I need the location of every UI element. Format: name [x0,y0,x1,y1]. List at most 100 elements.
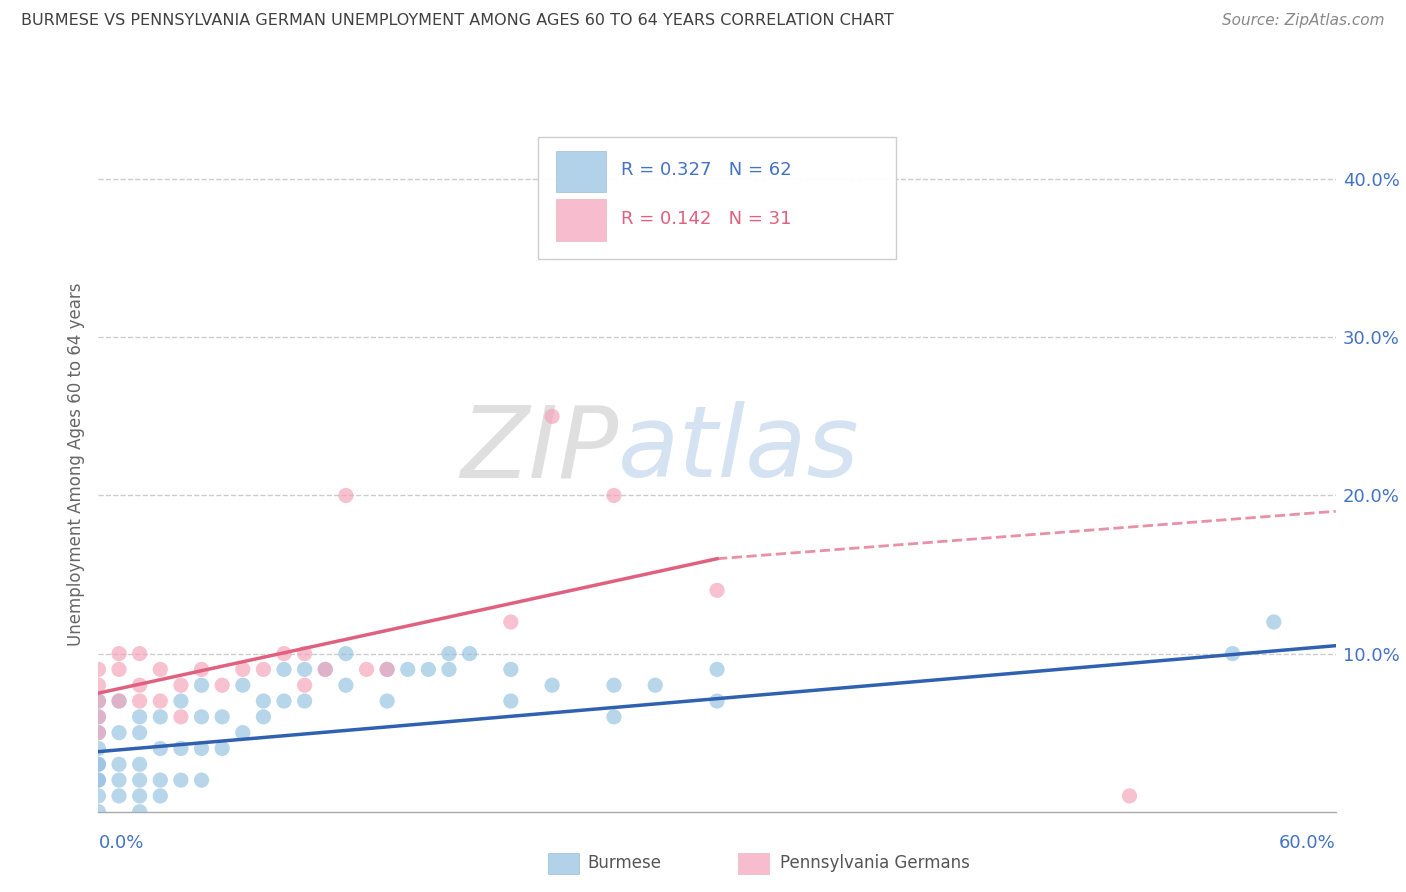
Point [706,583,728,598]
Point [356,662,378,676]
Point [335,647,357,661]
Point [170,710,193,724]
Text: BURMESE VS PENNSYLVANIA GERMAN UNEMPLOYMENT AMONG AGES 60 TO 64 YEARS CORRELATIO: BURMESE VS PENNSYLVANIA GERMAN UNEMPLOYM… [21,13,894,29]
Point [87,725,110,739]
Point [128,773,150,788]
Point [149,741,172,756]
Point [232,662,254,676]
Point [87,710,110,724]
Point [211,710,233,724]
Point [190,773,212,788]
Point [190,678,212,692]
Point [108,694,131,708]
Point [87,662,110,676]
Point [87,678,110,692]
Point [1222,647,1244,661]
Point [418,662,440,676]
Point [87,757,110,772]
Point [128,647,150,661]
Point [335,678,357,692]
Point [252,694,274,708]
Point [128,710,150,724]
Point [128,757,150,772]
Point [294,647,316,661]
Y-axis label: Unemployment Among Ages 60 to 64 years: Unemployment Among Ages 60 to 64 years [66,282,84,646]
Point [375,662,398,676]
Point [108,647,131,661]
Point [314,662,336,676]
Text: 0.0%: 0.0% [98,834,143,852]
Text: 60.0%: 60.0% [1279,834,1336,852]
FancyBboxPatch shape [537,136,897,259]
Point [87,757,110,772]
Point [541,678,564,692]
Point [149,789,172,803]
Point [437,647,460,661]
Point [644,678,666,692]
Point [211,678,233,692]
Point [252,662,274,676]
Point [149,694,172,708]
Point [170,773,193,788]
Point [170,678,193,692]
Point [108,773,131,788]
Point [437,662,460,676]
Point [87,694,110,708]
Point [706,694,728,708]
Point [314,662,336,676]
Point [190,710,212,724]
Point [706,662,728,676]
Point [375,694,398,708]
Point [128,725,150,739]
Point [108,789,131,803]
Point [294,678,316,692]
Text: Burmese: Burmese [588,855,662,872]
Point [273,662,295,676]
Point [603,678,626,692]
Point [87,789,110,803]
Point [232,678,254,692]
Point [190,741,212,756]
Text: ZIP: ZIP [460,401,619,499]
Point [128,694,150,708]
Point [108,662,131,676]
Point [149,710,172,724]
Text: Pennsylvania Germans: Pennsylvania Germans [780,855,970,872]
Point [170,741,193,756]
Point [149,662,172,676]
Point [170,694,193,708]
Point [211,741,233,756]
Point [87,741,110,756]
Point [252,710,274,724]
Point [499,662,522,676]
Point [603,710,626,724]
Point [87,710,110,724]
Point [128,678,150,692]
Text: atlas: atlas [619,401,859,499]
FancyBboxPatch shape [557,200,606,241]
Point [499,615,522,629]
Point [458,647,481,661]
Text: R = 0.142   N = 31: R = 0.142 N = 31 [620,210,792,228]
Point [541,409,564,424]
Point [128,789,150,803]
Point [499,694,522,708]
Point [87,725,110,739]
Point [375,662,398,676]
Point [273,647,295,661]
Point [108,694,131,708]
Point [273,694,295,708]
Point [294,662,316,676]
Point [190,662,212,676]
Point [335,488,357,502]
Point [87,694,110,708]
Point [87,773,110,788]
Point [149,773,172,788]
Point [108,725,131,739]
Point [1118,789,1140,803]
FancyBboxPatch shape [557,151,606,193]
Text: R = 0.327   N = 62: R = 0.327 N = 62 [620,161,792,179]
Point [396,662,419,676]
Point [1263,615,1285,629]
Point [87,773,110,788]
